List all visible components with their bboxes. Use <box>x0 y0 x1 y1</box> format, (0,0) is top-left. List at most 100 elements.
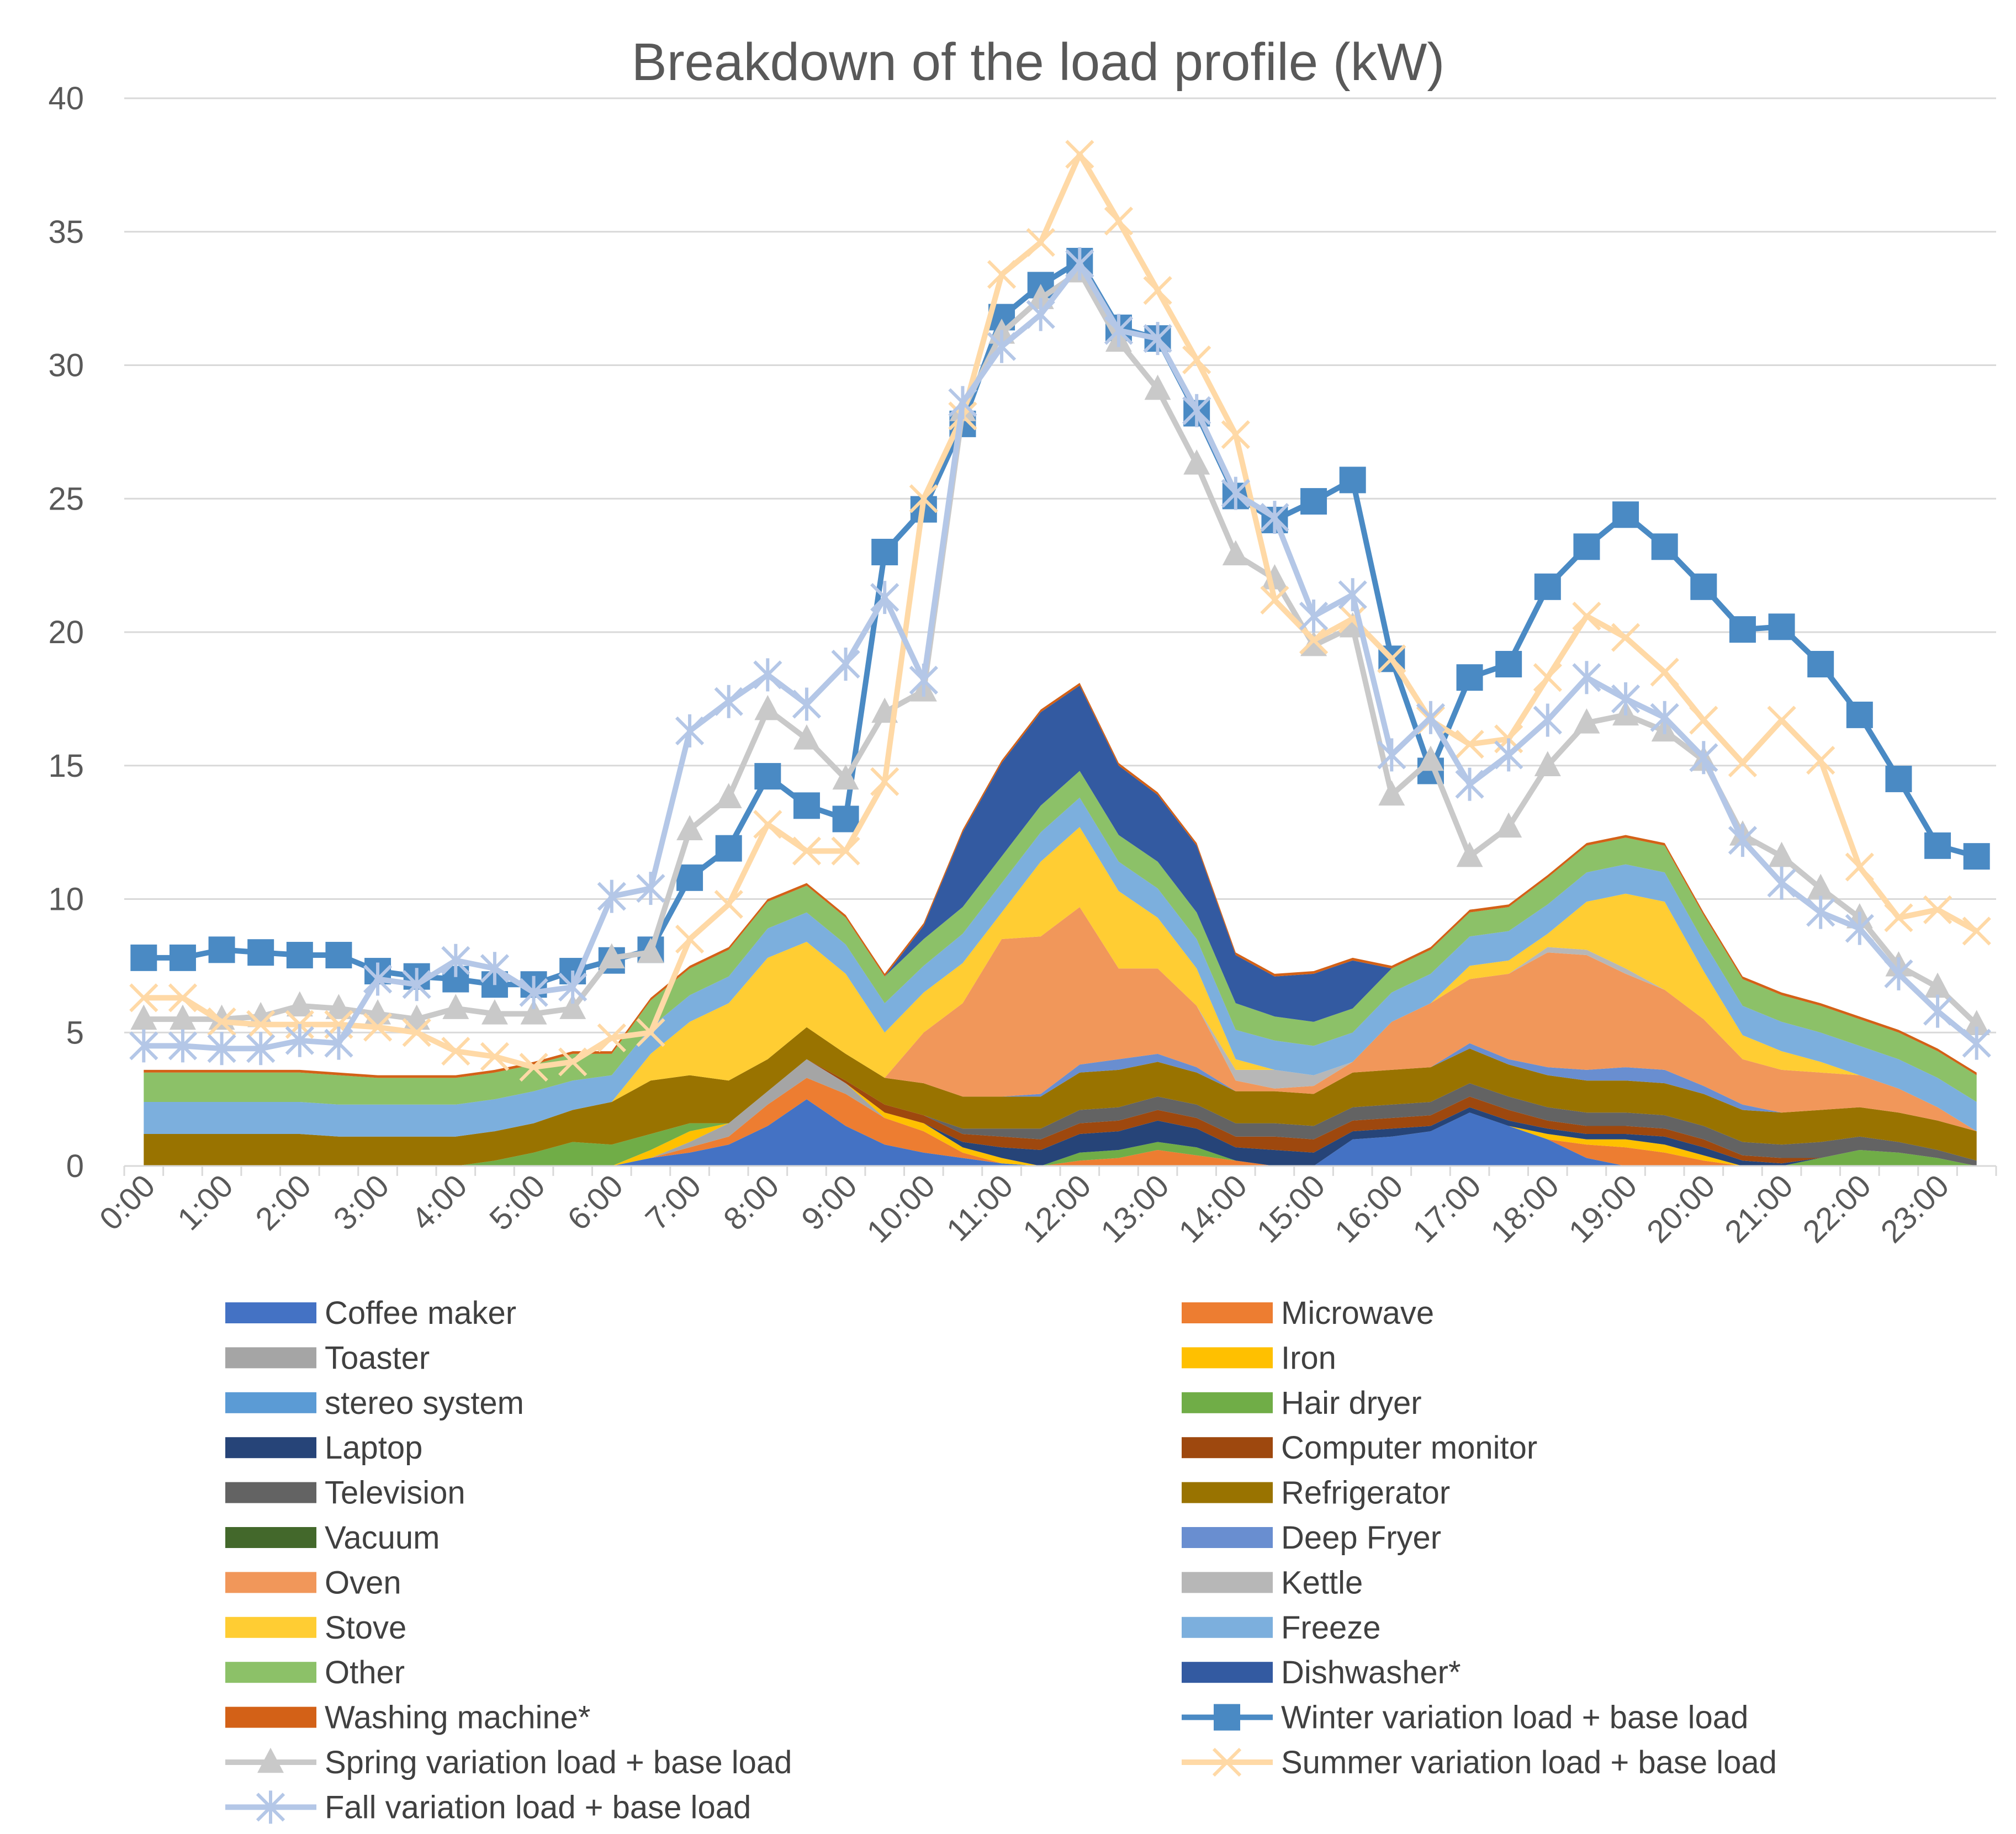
data-point <box>1260 501 1289 534</box>
data-point <box>519 976 548 1009</box>
data-point <box>1182 394 1211 427</box>
data-point <box>1573 708 1600 734</box>
data-point <box>1104 206 1134 236</box>
legend-item-fall-variation-load-base-load: Fall variation load + base load <box>225 1789 751 1825</box>
data-point <box>636 872 665 905</box>
data-point <box>870 767 899 796</box>
legend-label: stereo system <box>325 1385 524 1421</box>
legend-label: Hair dryer <box>1281 1385 1422 1421</box>
y-tick-label: 30 <box>48 348 84 384</box>
data-point <box>871 538 898 565</box>
data-point <box>1767 706 1796 735</box>
legend-item-laptop: Laptop <box>225 1430 422 1466</box>
legend-swatch <box>225 1527 316 1548</box>
data-point <box>754 695 781 720</box>
data-point <box>1806 895 1835 929</box>
legend-swatch <box>225 1482 316 1503</box>
data-point <box>1806 745 1835 775</box>
data-point <box>1612 501 1639 528</box>
data-point <box>1455 767 1484 801</box>
legend-item-television: Television <box>225 1475 465 1511</box>
data-point <box>1221 420 1250 449</box>
data-point <box>1144 374 1171 400</box>
data-point <box>247 939 274 966</box>
data-point <box>130 944 157 971</box>
data-point <box>637 937 664 963</box>
legend-swatch <box>1182 1616 1273 1638</box>
legend-label: Washing machine* <box>325 1700 590 1736</box>
data-point <box>1962 1026 1991 1060</box>
data-point <box>1065 247 1094 280</box>
legend-label: Freeze <box>1281 1610 1381 1646</box>
data-point <box>714 685 743 718</box>
data-point <box>1377 738 1406 772</box>
data-point <box>1143 322 1172 356</box>
data-point <box>207 1032 236 1066</box>
data-point <box>1026 298 1055 331</box>
data-point <box>832 805 859 833</box>
legend-label: Refrigerator <box>1281 1475 1450 1511</box>
data-point <box>1339 467 1366 494</box>
legend-swatch <box>1182 1572 1273 1593</box>
line-summer-variation-load-base-load <box>129 140 1991 1082</box>
data-point <box>792 687 822 721</box>
data-point <box>1884 903 1913 932</box>
legend-item-freeze: Freeze <box>1182 1610 1381 1646</box>
data-point <box>987 259 1017 289</box>
data-point <box>402 1018 431 1047</box>
data-point <box>169 1004 196 1030</box>
data-point <box>285 1024 314 1057</box>
legend-marker <box>1214 1704 1240 1731</box>
data-point <box>793 792 820 819</box>
legend-swatch <box>225 1662 316 1683</box>
legend-swatch <box>225 1347 316 1369</box>
legend-marker <box>1212 1747 1242 1777</box>
data-point <box>1416 701 1446 734</box>
legend-label: Stove <box>325 1610 406 1646</box>
data-point <box>1573 533 1600 560</box>
stacked-areas <box>144 682 1977 1166</box>
data-point <box>168 1029 198 1063</box>
data-point <box>1767 866 1796 900</box>
legend-item-deep-fryer: Deep Fryer <box>1182 1520 1441 1556</box>
data-point <box>1728 824 1758 857</box>
legend-swatch <box>1182 1392 1273 1413</box>
data-point <box>442 994 469 1019</box>
legend-item-winter-variation-load-base-load: Winter variation load + base load <box>1182 1700 1748 1736</box>
data-point <box>129 1029 158 1063</box>
legend-item-summer-variation-load-base-load: Summer variation load + base load <box>1182 1745 1777 1780</box>
legend-item-washing-machine: Washing machine* <box>225 1700 590 1736</box>
data-point <box>831 648 860 681</box>
data-point <box>1260 585 1289 615</box>
legend-label: Television <box>325 1475 465 1511</box>
data-point <box>1183 449 1210 475</box>
legend-item-vacuum: Vacuum <box>225 1520 440 1556</box>
legend-label: Winter variation load + base load <box>1281 1700 1748 1736</box>
legend-swatch <box>225 1572 316 1593</box>
legend-swatch <box>1182 1662 1273 1683</box>
data-point <box>481 999 508 1025</box>
legend-label: Summer variation load + base load <box>1281 1745 1777 1780</box>
data-point <box>325 942 352 969</box>
data-point <box>1807 651 1834 678</box>
data-point <box>1222 540 1249 565</box>
legend: Coffee maker Microwave Toaster Iron stereo s… <box>225 1295 1777 1825</box>
data-point <box>676 815 703 840</box>
data-point <box>325 994 352 1019</box>
data-point <box>403 1004 430 1030</box>
data-point <box>1689 706 1718 735</box>
y-tick-label: 35 <box>48 214 84 250</box>
data-point <box>1572 661 1601 695</box>
data-point <box>247 1001 274 1027</box>
data-point <box>441 943 470 977</box>
data-point <box>1495 651 1522 678</box>
data-point <box>1533 703 1562 737</box>
data-point <box>1611 682 1641 715</box>
legend-swatch <box>225 1616 316 1638</box>
data-point <box>754 763 781 790</box>
legend-label: Dishwasher* <box>1281 1655 1461 1690</box>
legend-swatch <box>1182 1302 1273 1323</box>
data-point <box>1689 741 1718 775</box>
legend-item-iron: Iron <box>1182 1340 1336 1376</box>
data-point <box>559 994 586 1019</box>
